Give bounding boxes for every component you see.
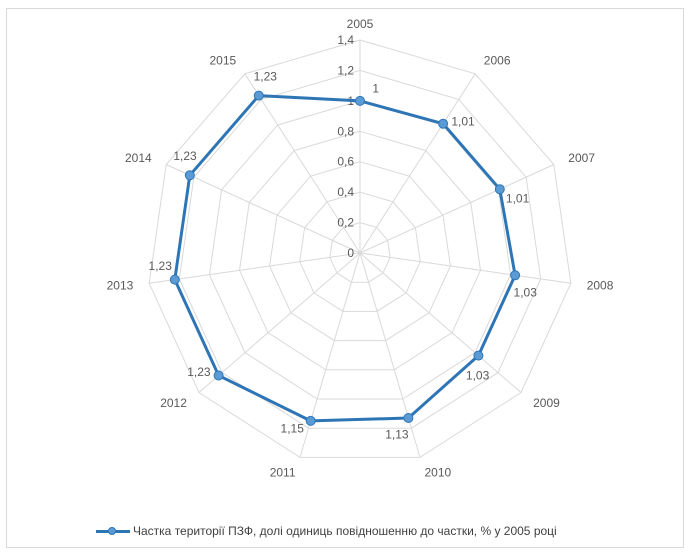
series-line [173,94,517,423]
category-label: 2009 [533,396,560,410]
data-point [305,415,316,426]
data-label: 1,01 [451,115,475,129]
grid-ring [178,69,542,429]
radial-axis [359,164,555,254]
legend-line-marker-icon [96,525,130,537]
category-label: 2010 [425,466,452,480]
category-label: 2005 [347,17,374,31]
radial-tick-label: 1,4 [337,33,354,47]
legend-series-label: Частка території ПЗФ, долі одиниць повід… [133,524,557,538]
grid-ring [329,222,391,283]
category-label: 2007 [568,151,595,165]
category-labels: 2005 2006 2007 2008 2009 2010 2011 2012 2013 2014… [107,17,614,480]
category-label: 2008 [587,279,614,293]
data-label: 1,13 [385,427,409,441]
radial-tick-label: 0,2 [337,216,354,230]
radial-tick-label: 0 [347,246,354,260]
grid-ring [269,161,451,342]
category-label: 2013 [107,279,134,293]
grid-ring [148,39,572,458]
radial-axis [359,252,571,284]
radial-tick-labels: 00,20,40,60,811,21,4 [337,33,354,260]
data-label: 1,23 [149,259,173,273]
data-point [494,184,505,195]
radial-tick-label: 0,4 [337,185,354,199]
grid-ring [299,191,421,312]
data-point [403,413,414,423]
radial-axis [165,164,361,254]
radial-axis [359,73,476,254]
category-label: 2012 [160,396,187,410]
data-point [473,350,484,361]
category-label: 2006 [484,53,511,67]
data-point [253,90,264,101]
data-label: 1,23 [187,365,211,379]
data-label: 1,15 [281,421,305,435]
data-label: 1,03 [514,286,538,300]
radial-axis [359,252,421,458]
data-point [169,274,180,285]
data-label: 1,03 [466,369,490,383]
data-label: 1,01 [506,191,530,205]
data-point [438,118,449,129]
radial-tick-label: 1,2 [337,63,354,77]
legend: Частка території ПЗФ, долі одиниць повід… [96,522,557,540]
category-label: 2014 [125,151,152,165]
radial-axis [149,252,361,284]
radial-axis [198,252,361,393]
data-labels: 1 1,01 1,01 1,03 1,03 1,13 1,15 1,23 1,23 1,23 1,2… [149,70,538,442]
radial-axis [299,252,361,458]
radial-axis [359,252,522,393]
category-label: 2011 [270,466,296,480]
data-point [184,170,195,181]
data-point [213,370,224,381]
radial-axis [244,73,361,254]
data-series [169,90,521,426]
radial-tick-label: 0,6 [337,155,354,169]
data-label: 1,23 [173,149,197,163]
radial-tick-label: 0,8 [337,124,354,138]
grid-ring [238,130,482,371]
data-point [510,270,521,281]
data-label: 1 [372,81,379,95]
category-label: 2015 [209,53,236,67]
data-point [355,95,365,106]
data-label: 1,23 [254,70,278,84]
